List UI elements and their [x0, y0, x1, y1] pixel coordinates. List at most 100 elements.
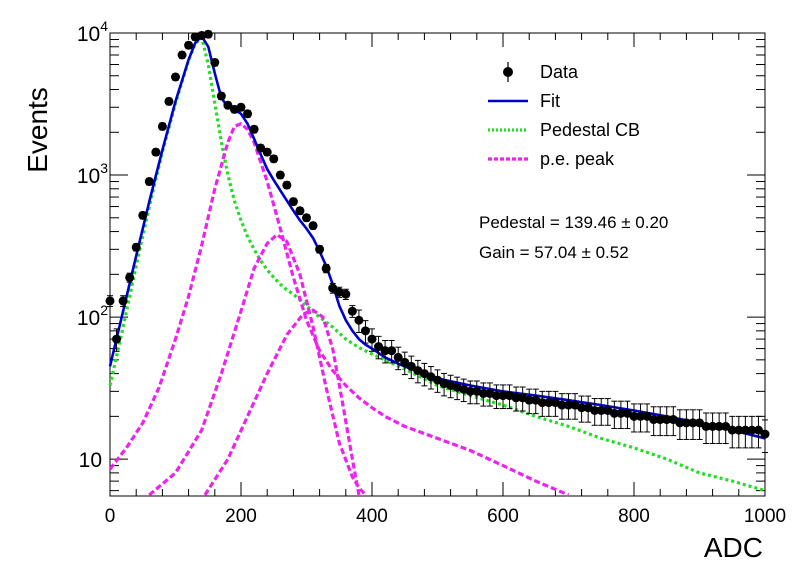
- plot-frame: [109, 32, 766, 497]
- data-point: [740, 415, 750, 449]
- data-point: [406, 355, 416, 380]
- data-point: [498, 384, 508, 410]
- data-point: [144, 177, 154, 187]
- data-point: [721, 412, 731, 445]
- data-point: [282, 180, 292, 190]
- x-tick-label: 800: [618, 506, 650, 527]
- data-point: [701, 412, 711, 445]
- data-point: [157, 121, 167, 131]
- data-point: [596, 398, 606, 426]
- data-point: [760, 419, 770, 454]
- data-point: [400, 351, 410, 376]
- legend-label: p.e. peak: [540, 149, 615, 169]
- data-point: [537, 390, 547, 417]
- data-point: [256, 143, 266, 153]
- data-point: [753, 415, 763, 449]
- curve-p-e-peak-2: [148, 233, 367, 497]
- x-axis-label: ADC: [704, 532, 763, 563]
- data-point: [380, 339, 390, 364]
- curve-p-e-peak-1: [108, 122, 570, 497]
- data-point: [112, 328, 122, 352]
- data-point: [367, 328, 377, 352]
- data-point: [747, 415, 757, 449]
- data-point: [315, 244, 325, 254]
- data-point: [465, 380, 475, 405]
- data-point: [302, 213, 311, 223]
- data-point: [655, 406, 665, 437]
- data-points: [105, 29, 770, 454]
- curve-pedestal-cb: [108, 35, 766, 493]
- data-point: [223, 100, 233, 110]
- data-point: [681, 409, 691, 440]
- legend-entry-fit: Fit: [488, 91, 560, 111]
- data-point: [708, 412, 718, 445]
- data-point: [354, 309, 364, 333]
- legend-entry-data: Data: [503, 62, 579, 82]
- data-point: [675, 409, 685, 440]
- legend: Data Fit Pedestal CB p.e. peak: [488, 62, 640, 169]
- data-point: [184, 40, 194, 50]
- y-tick-label: 104: [77, 18, 108, 46]
- data-point: [341, 288, 351, 301]
- x-tick-label: 0: [105, 506, 116, 527]
- data-point: [478, 382, 488, 407]
- data-point: [557, 393, 567, 420]
- data-point: [249, 124, 259, 134]
- legend-entry-pedestal-cb: Pedestal CB: [488, 120, 640, 140]
- data-point: [374, 335, 384, 360]
- data-point: [105, 295, 115, 308]
- annotation-pedestal: Pedestal = 139.46 ± 0.20: [479, 213, 668, 232]
- data-point: [360, 320, 370, 344]
- data-point: [269, 154, 279, 164]
- data-point: [262, 147, 272, 157]
- data-point: [321, 263, 331, 274]
- curve-p-e-peak-3: [203, 308, 361, 496]
- data-point: [216, 91, 226, 101]
- data-point: [243, 109, 253, 119]
- data-point: [564, 393, 573, 420]
- y-tick-label: 102: [77, 302, 108, 330]
- data-point: [295, 206, 305, 216]
- y-axis-label: Events: [22, 87, 53, 173]
- data-point: [288, 197, 298, 207]
- data-point: [203, 29, 213, 39]
- data-point: [308, 221, 318, 231]
- data-point: [328, 282, 338, 294]
- data-point: [649, 406, 659, 437]
- data-point: [734, 415, 744, 449]
- legend-label: Data: [540, 62, 579, 82]
- data-point: [727, 415, 737, 449]
- data-point: [714, 412, 724, 445]
- data-point: [524, 388, 534, 415]
- data-point: [511, 386, 521, 412]
- data-point: [131, 242, 141, 252]
- data-point: [609, 400, 619, 430]
- data-point: [393, 346, 403, 371]
- data-point: [151, 147, 161, 157]
- data-point: [491, 384, 501, 410]
- legend-label: Pedestal CB: [540, 120, 640, 140]
- data-point: [125, 272, 135, 283]
- x-axis-ticks: 0 200 400 600 800 1000: [105, 33, 786, 527]
- x-tick-label: 600: [487, 506, 519, 527]
- data-point: [629, 403, 639, 433]
- y-tick-label: 103: [77, 160, 108, 188]
- data-point: [668, 406, 678, 437]
- data-point: [636, 403, 646, 433]
- data-point: [662, 406, 672, 437]
- data-point: [590, 398, 600, 426]
- data-point: [138, 210, 148, 220]
- data-point: [177, 50, 187, 60]
- data-point: [118, 295, 128, 308]
- data-point: [164, 96, 174, 106]
- x-tick-label: 200: [225, 506, 257, 527]
- data-point: [688, 409, 698, 440]
- data-point: [236, 102, 246, 112]
- legend-entry-p-e-peak: p.e. peak: [488, 149, 615, 169]
- y-tick-label: 10: [79, 449, 102, 472]
- x-tick-label: 1000: [744, 506, 786, 527]
- data-point: [275, 170, 285, 180]
- data-point: [577, 395, 587, 423]
- data-point: [387, 339, 397, 364]
